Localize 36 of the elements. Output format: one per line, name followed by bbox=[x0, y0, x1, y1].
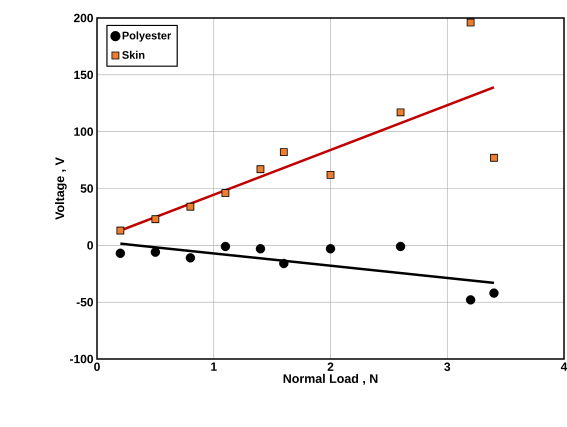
x-tick-label: 2 bbox=[328, 362, 334, 371]
point bbox=[396, 242, 406, 252]
y-tick-label: 100 bbox=[74, 127, 93, 136]
point bbox=[116, 248, 126, 258]
x-tick-label: 3 bbox=[444, 362, 450, 372]
point bbox=[396, 108, 404, 116]
legend-label: Skin bbox=[122, 50, 144, 59]
y-tick-label: 150 bbox=[74, 70, 93, 80]
point bbox=[186, 202, 194, 211]
point bbox=[116, 226, 124, 234]
point bbox=[280, 148, 288, 156]
y-tick-label: 50 bbox=[80, 184, 93, 193]
point bbox=[256, 165, 264, 174]
y-tick-label: 200 bbox=[74, 14, 93, 22]
y-tick-label: 0 bbox=[87, 241, 93, 250]
y-axis-title: Voltage , V bbox=[55, 157, 67, 220]
point bbox=[220, 242, 230, 252]
point bbox=[466, 18, 474, 26]
x-axis-title: Normal Load , N bbox=[284, 374, 378, 385]
y-tick-label: -50 bbox=[76, 298, 93, 306]
point bbox=[490, 154, 498, 162]
legend-label: Polyester bbox=[122, 31, 172, 42]
point bbox=[326, 244, 336, 254]
point bbox=[489, 288, 499, 298]
point bbox=[151, 215, 160, 224]
x-tick-label: 1 bbox=[211, 362, 217, 371]
point bbox=[150, 247, 160, 257]
x-tick-label: 4 bbox=[560, 362, 567, 371]
y-tick-label: -100 bbox=[70, 354, 93, 364]
point bbox=[466, 295, 476, 305]
point bbox=[186, 253, 196, 263]
point bbox=[256, 244, 266, 254]
x-tick-label: 0 bbox=[94, 362, 100, 371]
point bbox=[326, 170, 334, 179]
point bbox=[279, 258, 288, 268]
point bbox=[222, 189, 230, 197]
